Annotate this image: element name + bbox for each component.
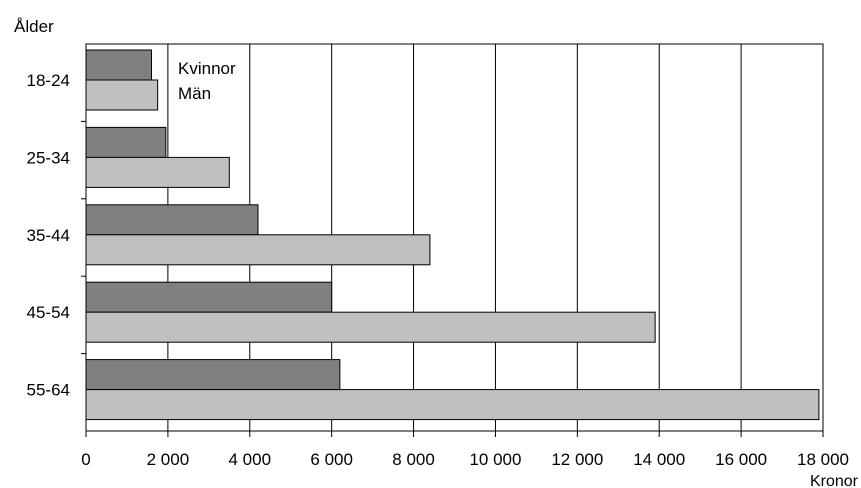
x-tick-label: 16 000 (715, 450, 767, 469)
x-tick-label: 0 (81, 450, 90, 469)
legend-label: Män (178, 84, 211, 103)
bar-kvinnor (85, 49, 153, 81)
x-tick-label: 8 000 (392, 450, 435, 469)
bar-man (85, 311, 656, 343)
category-label: 18-24 (27, 71, 70, 90)
y-axis-label: Ålder (14, 17, 54, 36)
x-tick-label: 4 000 (229, 450, 272, 469)
x-tick-label: 12 000 (551, 450, 603, 469)
category-label: 35-44 (27, 226, 70, 245)
bar-man (85, 156, 230, 188)
bar-man (85, 234, 431, 266)
category-label: 45-54 (27, 303, 70, 322)
plot-area: 18-24 25-34 35-44 45-54 55-64 0 2 000 4 000 6 00… (27, 43, 849, 469)
bar-kvinnor (85, 281, 333, 313)
bar-kvinnor (85, 359, 341, 391)
bar-kvinnor (85, 204, 259, 236)
legend-label: Kvinnor (178, 59, 236, 78)
x-axis-label: Kronor (810, 473, 859, 488)
category-label: 55-64 (27, 381, 70, 400)
x-tick-label: 2 000 (147, 450, 190, 469)
bar-man (85, 389, 820, 421)
x-tick-label: 18 000 (797, 450, 849, 469)
x-tick-label: 14 000 (633, 450, 685, 469)
category-label: 25-34 (27, 148, 70, 167)
bar-kvinnor (85, 126, 167, 158)
bar-man (85, 79, 159, 111)
x-tick-label: 6 000 (310, 450, 353, 469)
x-tick-label: 10 000 (469, 450, 521, 469)
